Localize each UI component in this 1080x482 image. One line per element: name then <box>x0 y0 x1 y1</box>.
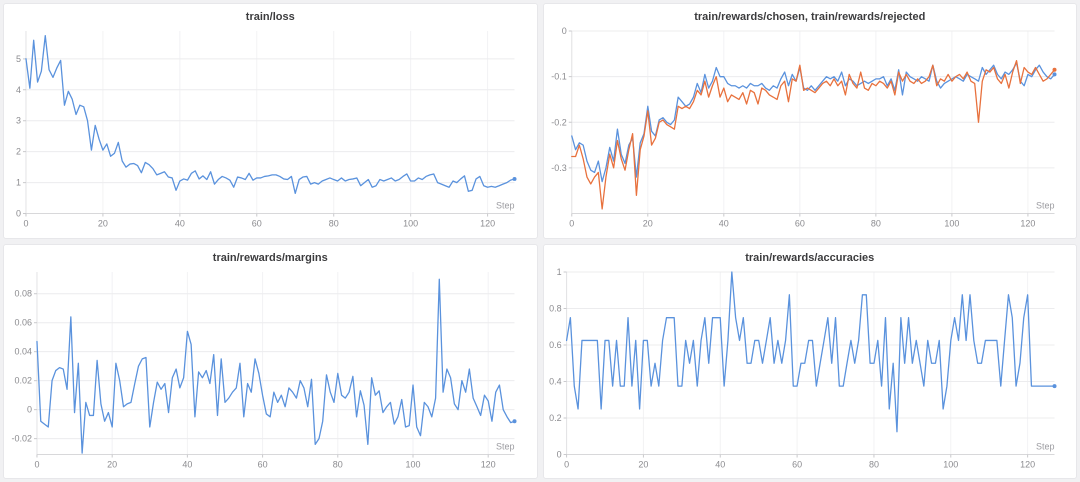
line-chart-train-rewards-chosen-rejected[interactable]: 0 20 40 60 80 100 120 0 -0.1 -0.2 -0.3 Step <box>544 25 1077 238</box>
svg-text:100: 100 <box>944 219 959 229</box>
svg-text:80: 80 <box>333 459 343 469</box>
svg-text:Step: Step <box>1036 441 1054 451</box>
svg-text:0: 0 <box>27 404 32 414</box>
line-chart-train-rewards-margins[interactable]: 0 20 40 60 80 100 120 -0.02 0 0.02 0.04 0.06 0.08 Ste… <box>4 266 537 479</box>
svg-text:20: 20 <box>98 219 108 229</box>
svg-text:100: 100 <box>403 219 418 229</box>
svg-text:-0.2: -0.2 <box>551 117 566 127</box>
svg-text:0.4: 0.4 <box>549 376 561 386</box>
svg-text:40: 40 <box>718 219 728 229</box>
svg-text:100: 100 <box>943 459 958 469</box>
svg-text:0: 0 <box>564 459 569 469</box>
svg-text:20: 20 <box>638 459 648 469</box>
svg-text:0.08: 0.08 <box>14 288 31 298</box>
svg-text:2: 2 <box>16 147 21 157</box>
chart-title-train-rewards-chosen-rejected: train/rewards/chosen, train/rewards/reje… <box>694 11 926 23</box>
svg-text:60: 60 <box>792 459 802 469</box>
svg-text:0: 0 <box>556 449 561 459</box>
chart-title-train-rewards-accuracies: train/rewards/accuracies <box>745 251 875 264</box>
svg-text:80: 80 <box>870 219 880 229</box>
chart-title-train-loss: train/loss <box>245 11 295 23</box>
svg-text:120: 120 <box>480 219 495 229</box>
svg-text:100: 100 <box>406 459 421 469</box>
svg-text:120: 120 <box>481 459 496 469</box>
svg-text:60: 60 <box>252 219 262 229</box>
svg-text:0: 0 <box>569 219 574 229</box>
chart-title-train-rewards-margins: train/rewards/margins <box>212 251 328 264</box>
line-chart-train-rewards-accuracies[interactable]: 0 20 40 60 80 100 120 0 0.2 0.4 0.6 0.8 1 Step <box>544 266 1077 479</box>
svg-text:0: 0 <box>23 219 28 229</box>
svg-text:Step: Step <box>496 441 514 451</box>
line-chart-train-loss[interactable]: 0 20 40 60 80 100 120 0 1 2 3 4 5 Step <box>4 25 537 238</box>
panel-train-loss: train/loss 0 20 40 60 80 100 120 0 1 2 3 4 5 Step <box>3 3 538 239</box>
svg-text:0: 0 <box>561 26 566 36</box>
svg-text:40: 40 <box>175 219 185 229</box>
svg-text:120: 120 <box>1020 459 1035 469</box>
svg-text:40: 40 <box>182 459 192 469</box>
svg-text:3: 3 <box>16 116 21 126</box>
svg-text:0.6: 0.6 <box>549 340 561 350</box>
svg-text:1: 1 <box>556 266 561 276</box>
svg-text:4: 4 <box>16 85 21 95</box>
svg-text:0.06: 0.06 <box>14 317 31 327</box>
svg-text:5: 5 <box>16 54 21 64</box>
svg-text:0: 0 <box>16 209 21 219</box>
svg-text:-0.3: -0.3 <box>551 163 566 173</box>
svg-text:20: 20 <box>107 459 117 469</box>
svg-text:60: 60 <box>794 219 804 229</box>
svg-text:40: 40 <box>715 459 725 469</box>
svg-text:Step: Step <box>496 201 514 211</box>
svg-text:80: 80 <box>329 219 339 229</box>
panel-train-rewards-margins: train/rewards/margins 0 20 40 60 80 100 120 -0.… <box>3 243 538 479</box>
svg-text:0.02: 0.02 <box>14 375 31 385</box>
svg-text:0.04: 0.04 <box>14 346 31 356</box>
svg-text:60: 60 <box>258 459 268 469</box>
svg-text:0.8: 0.8 <box>549 303 561 313</box>
panel-train-rewards-chosen-rejected: train/rewards/chosen, train/rewards/reje… <box>542 3 1077 239</box>
svg-text:120: 120 <box>1020 219 1035 229</box>
svg-text:0: 0 <box>34 459 39 469</box>
svg-text:0.2: 0.2 <box>549 413 561 423</box>
svg-text:20: 20 <box>642 219 652 229</box>
svg-text:80: 80 <box>868 459 878 469</box>
svg-text:-0.02: -0.02 <box>12 433 32 443</box>
svg-text:-0.1: -0.1 <box>551 72 566 82</box>
svg-text:Step: Step <box>1036 201 1054 211</box>
panel-train-rewards-accuracies: train/rewards/accuracies 0 20 40 60 80 100 120… <box>542 243 1077 479</box>
svg-text:1: 1 <box>16 178 21 188</box>
